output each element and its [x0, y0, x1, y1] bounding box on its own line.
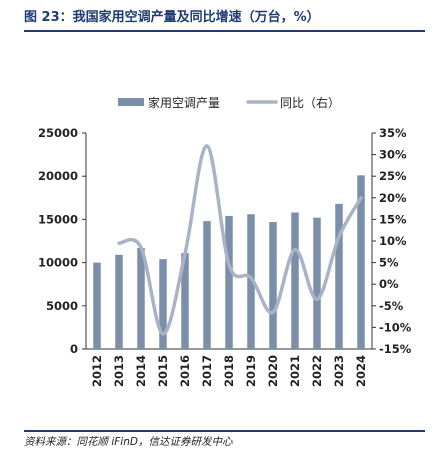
right-tick-label: 0%: [379, 277, 399, 291]
figure-title: 图 23：我国家用空调产量及同比增速（万台，%）: [24, 10, 320, 25]
right-tick-label: -5%: [379, 299, 404, 313]
x-tick-label: 2019: [244, 355, 258, 387]
bar-2013: [115, 254, 123, 349]
bar-2018: [225, 215, 233, 349]
bar-2017: [203, 221, 211, 349]
x-tick-label: 2021: [288, 355, 302, 387]
bar-2014: [137, 247, 145, 349]
bar-2022: [313, 217, 321, 349]
right-tick-label: 25%: [379, 169, 407, 183]
left-tick-label: 10000: [38, 256, 78, 270]
right-tick-label: -10%: [379, 320, 412, 334]
bar-2020: [269, 221, 277, 349]
bar-2015: [159, 259, 167, 349]
right-tick-label: 5%: [379, 256, 399, 270]
x-tick-label: 2023: [332, 355, 346, 387]
x-tick-label: 2013: [112, 355, 126, 387]
legend-line-label: 同比（右）: [280, 95, 340, 110]
x-tick-label: 2014: [134, 355, 148, 387]
bar-2024: [357, 175, 365, 349]
x-tick-label: 2016: [178, 355, 192, 387]
left-tick-label: 15000: [38, 212, 78, 226]
x-tick-label: 2015: [156, 355, 170, 387]
left-tick-label: 20000: [38, 169, 78, 183]
right-tick-label: -15%: [379, 342, 412, 356]
right-tick-label: 15%: [379, 212, 407, 226]
right-tick-label: 10%: [379, 234, 407, 248]
legend-bar-label: 家用空调产量: [148, 95, 220, 110]
x-tick-label: 2017: [200, 355, 214, 387]
bar-2023: [335, 203, 343, 349]
left-tick-label: 5000: [46, 299, 78, 313]
legend-bar-swatch: [118, 98, 144, 106]
x-tick-label: 2012: [90, 355, 104, 387]
right-tick-label: 30%: [379, 148, 407, 162]
chart: 0 5000 10000 15000 20000 25000 -15% -10% -5% 0% 5%…: [38, 95, 412, 387]
x-tick-label: 2020: [266, 355, 280, 387]
right-tick-label: 20%: [379, 191, 407, 205]
x-tick-label: 2022: [310, 355, 324, 387]
x-tick-label: 2018: [222, 355, 236, 387]
x-tick-label: 2024: [354, 355, 368, 387]
bar-2019: [247, 214, 255, 349]
left-tick-label: 25000: [38, 126, 78, 140]
left-tick-label: 0: [70, 342, 78, 356]
source-note: 资料来源：同花顺 iFinD，信达证券研发中心: [24, 436, 233, 448]
title-rule: [24, 30, 425, 32]
right-tick-label: 35%: [379, 126, 407, 140]
bar-2021: [291, 212, 299, 349]
bar-2012: [93, 262, 101, 349]
bar-2016: [181, 253, 189, 349]
yoy-growth-line: [117, 144, 363, 336]
source-rule: [24, 430, 425, 432]
